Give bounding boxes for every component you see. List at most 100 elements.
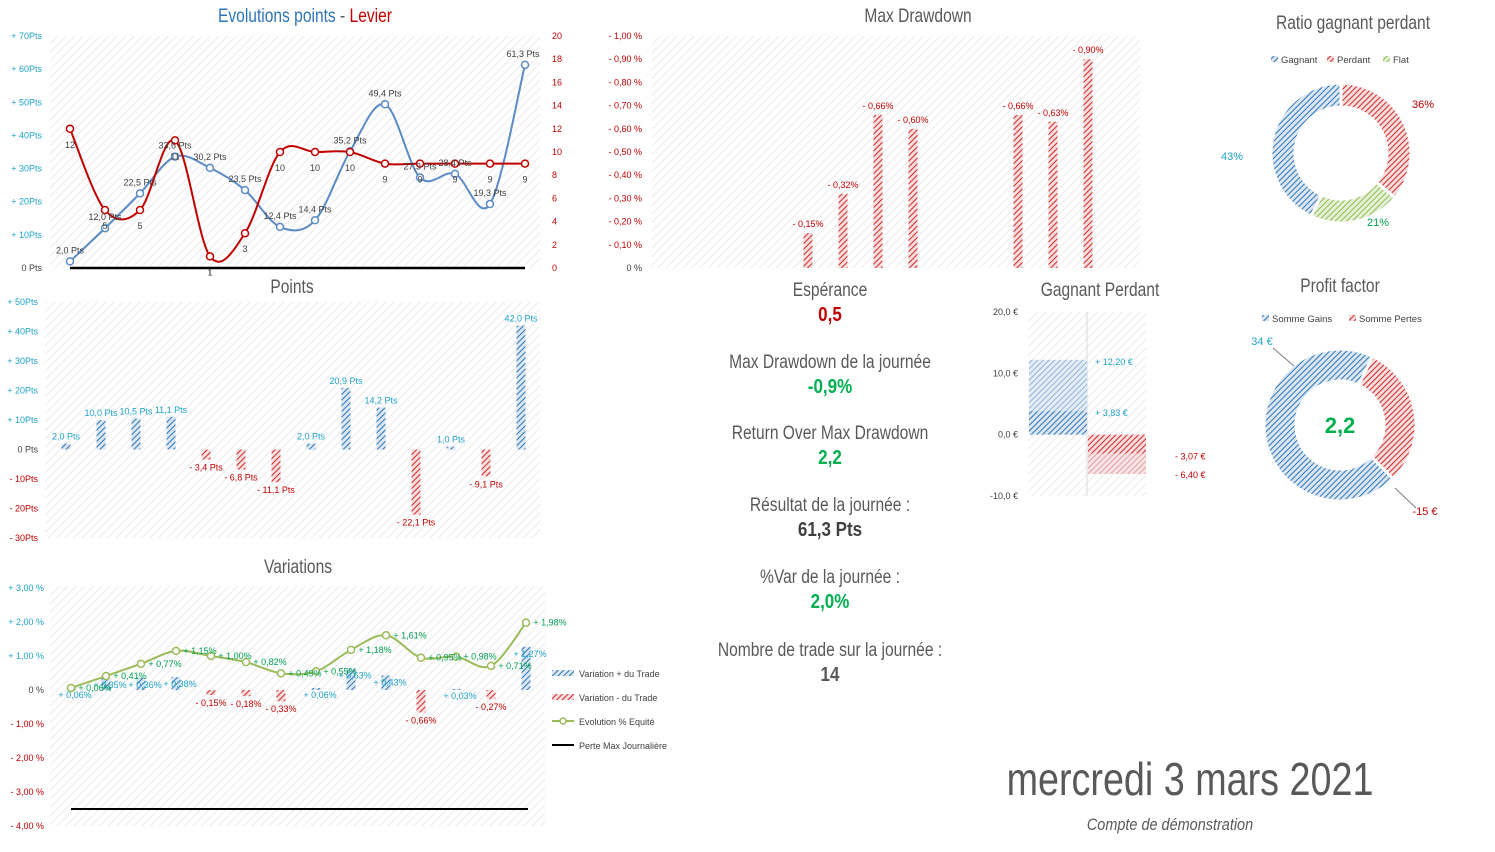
evolution-levier-marker	[485, 159, 495, 168]
variations-chart: + 3,00 % + 2,00 % + 1,00 % 0 % - 1,00 % - 2,0…	[8, 583, 667, 831]
variations-equity-marker	[171, 646, 181, 656]
variations-y-tick: - 3,00 %	[10, 787, 44, 797]
evolution-points-label: 19,3 Pts	[473, 188, 507, 198]
variations-y-tick: - 2,00 %	[10, 753, 44, 763]
points-bar-label: - 22,1 Pts	[397, 518, 436, 528]
drawdown-bar	[803, 233, 813, 268]
points-y-tick: + 10Pts	[7, 415, 38, 425]
evolution-y-right-tick: 16	[552, 77, 562, 87]
evolution-points-label: 12,0 Pts	[88, 212, 122, 222]
variations-bar	[276, 690, 286, 702]
drawdown-bar	[1048, 121, 1058, 268]
pf-legend-label: Somme Pertes	[1359, 314, 1422, 325]
points-bar	[271, 449, 281, 483]
evolution-points-marker	[135, 189, 145, 198]
evolution-points-label: 22,5 Pts	[123, 177, 157, 187]
points-bar	[341, 387, 351, 450]
drawdown-bar	[1083, 59, 1093, 269]
points-bar	[236, 449, 246, 470]
evolution-levier-marker	[415, 159, 425, 168]
pf-label-losses: -15 €	[1412, 506, 1437, 518]
evolution-levier-label: 10	[345, 163, 355, 173]
variations-y-tick: + 2,00 %	[8, 617, 44, 627]
kpi-result-value: 61,3 Pts	[797, 519, 863, 541]
evolution-points-label: 27,3 Pts	[403, 162, 437, 172]
points-y-tick: - 20Pts	[9, 504, 38, 514]
evolution-points-marker	[65, 257, 75, 266]
evolution-y-left-tick: + 30Pts	[11, 164, 42, 174]
account-name: Compte de démonstration	[1086, 815, 1254, 834]
evolution-points-label: 23,5 Pts	[228, 174, 262, 184]
variations-equity-marker	[206, 651, 216, 661]
evolution-levier-label: 9	[452, 175, 457, 185]
variations-bar	[136, 677, 146, 690]
drawdown-plot-area	[652, 36, 1140, 268]
drawdown-y-tick: - 0,80 %	[608, 77, 642, 87]
drawdown-bar-label: - 0,63%	[1037, 108, 1068, 118]
gagnant-perdant-title: Gagnant Perdant	[1041, 279, 1160, 301]
kpi-esperance-value: 0,5	[818, 304, 842, 326]
pf-leader-gains	[1272, 347, 1295, 367]
variations-equity-marker	[241, 657, 251, 667]
evolution-levier-label: 5	[137, 221, 142, 231]
drawdown-bar-label: - 0,90%	[1072, 45, 1103, 55]
evolution-levier-label: 9	[522, 175, 527, 185]
evolution-points-marker	[310, 216, 320, 225]
evolution-points-marker	[415, 173, 425, 182]
evolution-points-label: 12,4 Pts	[263, 211, 297, 221]
evolution-levier-marker	[135, 205, 145, 215]
evolution-y-left-tick: + 60Pts	[11, 64, 42, 74]
drawdown-y-tick: - 0,70 %	[608, 101, 642, 111]
ratio-label-perdant: 36%	[1412, 99, 1434, 111]
evolution-points-marker	[205, 163, 215, 173]
drawdown-y-tick: - 0,40 %	[608, 170, 642, 180]
pf-legend-swatch	[1349, 315, 1356, 321]
points-y-tick: + 40Pts	[7, 327, 38, 337]
variations-bar-label: - 0,33%	[265, 704, 296, 714]
evolution-levier-marker	[380, 159, 390, 168]
drawdown-y-tick: - 0,90 %	[608, 54, 642, 64]
ratio-donut: 43% 36% 21% Gagnant Perdant Flat	[1221, 55, 1434, 229]
ratio-label-gagnant: 43%	[1221, 151, 1243, 163]
evolution-y-right-tick: 14	[552, 101, 562, 111]
kpi-trades-value: 14	[820, 664, 840, 686]
variations-equity-marker	[416, 653, 426, 662]
evolution-plot-area	[50, 36, 540, 268]
points-bar	[61, 443, 71, 450]
kpi-max-drawdown: Max Drawdown de la journée -0,9%	[680, 352, 980, 399]
drawdown-y-tick: - 0,30 %	[608, 193, 642, 203]
variations-equity-label: + 1,15%	[183, 646, 216, 656]
variations-equity-marker	[521, 618, 531, 627]
variations-bar	[101, 678, 111, 690]
kpi-max-drawdown-label: Max Drawdown de la journée	[729, 352, 931, 373]
profit-factor-donut: 2,2 34 € -15 € Somme Gains Somme Pertes	[1251, 314, 1437, 518]
evolution-levier-label: 9	[382, 175, 387, 185]
evolution-points-marker	[485, 199, 495, 209]
evolution-levier-marker	[275, 147, 285, 157]
pf-slice-gain	[1262, 347, 1396, 503]
points-bar-label: 42,0 Pts	[504, 314, 538, 324]
variations-equity-marker	[486, 661, 496, 671]
evolution-points-label: 14,4 Pts	[298, 204, 332, 214]
pf-leader-losses	[1394, 487, 1417, 509]
variations-bar-label: + 1,27%	[513, 649, 546, 659]
legend-label-equity: Evolution % Equité	[579, 717, 655, 727]
points-y-tick: 0 Pts	[17, 445, 38, 455]
drawdown-bar	[873, 114, 883, 268]
pf-legend-swatch	[1262, 315, 1269, 321]
evolution-points-marker	[450, 169, 460, 179]
points-bar	[131, 418, 141, 450]
ratio-legend-swatch	[1327, 56, 1334, 62]
pf-center-value: 2,2	[1325, 413, 1356, 438]
drawdown-title: Max Drawdown	[864, 5, 971, 27]
variations-bar-label: + 0,06%	[303, 690, 336, 700]
kpi-romd-label: Return Over Max Drawdown	[731, 423, 929, 444]
evolution-levier-marker	[65, 124, 75, 134]
evolution-points-label: 28,4 Pts	[438, 158, 472, 168]
drawdown-bar	[908, 128, 918, 268]
report-date: mercredi 3 mars 2021	[1006, 753, 1374, 805]
variations-bar-label: - 0,15%	[195, 698, 226, 708]
evolution-points-label: 49,4 Pts	[368, 88, 402, 98]
evolution-points-label: 33,6 Pts	[158, 141, 192, 151]
